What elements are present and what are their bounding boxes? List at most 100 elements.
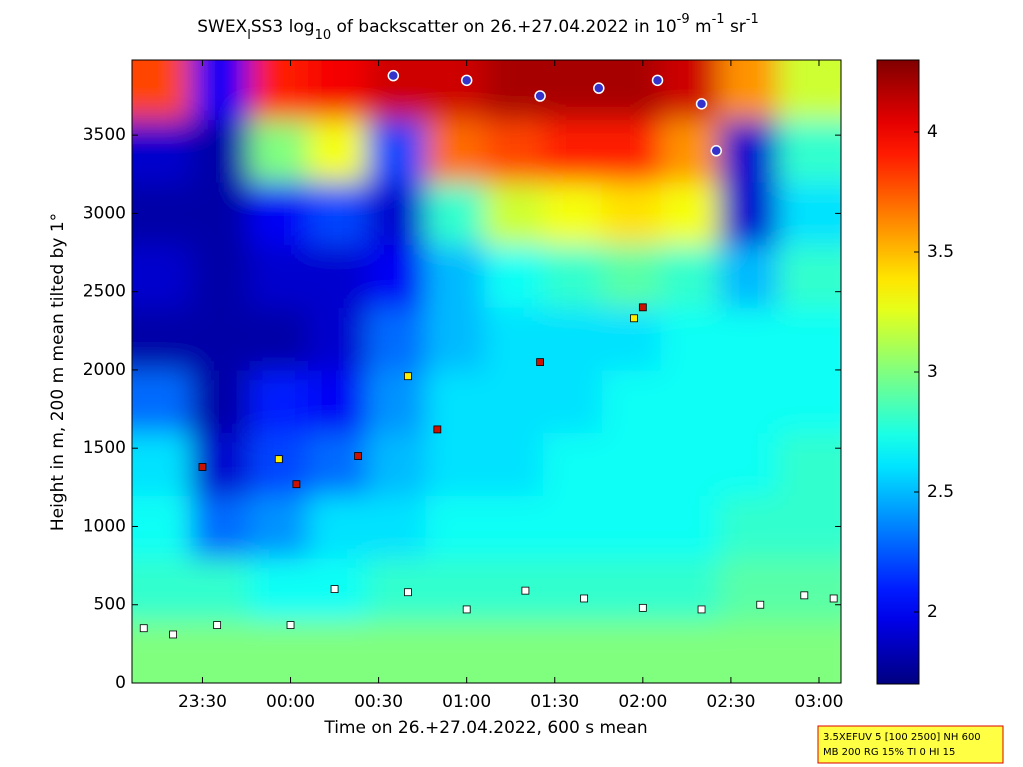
heatmap-cell: [601, 620, 661, 683]
heatmap-cell: [190, 495, 250, 559]
heatmap-cell: [308, 369, 368, 434]
heatmap-cell: [543, 307, 603, 371]
heatmap-cell: [777, 60, 841, 120]
title-part: of backscatter on 26.+27.04.2022 in 10: [331, 17, 677, 37]
heatmap-cell: [777, 495, 841, 559]
heatmap-cell: [366, 369, 427, 434]
heatmap-cell: [132, 182, 192, 246]
title-part: SS3 log: [251, 17, 315, 37]
heatmap-cell: [543, 557, 603, 621]
colorbar-tick-label: 4: [927, 122, 938, 142]
heatmap-cell: [719, 60, 779, 120]
x-axis-label: Time on 26.+27.04.2022, 600 s mean: [323, 718, 647, 738]
heatmap-cell: [484, 495, 544, 559]
heatmap-cell: [719, 119, 779, 183]
heatmap-cell: [366, 557, 427, 621]
heatmap-cell: [249, 60, 309, 120]
heatmap-cell: [425, 119, 485, 183]
heatmap-cell: [425, 60, 485, 120]
heatmap-cell: [366, 182, 427, 246]
heatmap-cell: [484, 432, 544, 496]
colorbar-tick-label: 2: [927, 602, 938, 622]
heatmap-cell: [190, 307, 250, 371]
marker: [169, 630, 178, 639]
title-part: -9: [677, 12, 690, 27]
y-tick-label: 500: [94, 595, 126, 615]
axes: 0 500 1000 1500 2000 2500 3000 3500 23:30 00:00 00…: [83, 60, 954, 712]
heatmap: [132, 60, 841, 683]
heatmap-cell: [366, 244, 427, 308]
y-tick-label: 0: [115, 673, 126, 693]
x-tick-label: 23:30: [178, 692, 227, 712]
heatmap-cell: [484, 244, 544, 308]
heatmap-cell: [543, 244, 603, 308]
heatmap-cell: [132, 244, 192, 308]
heatmap-cell: [777, 369, 841, 434]
heatmap-cell: [132, 557, 192, 621]
heatmap-cell: [190, 557, 250, 621]
heatmap-cell: [308, 182, 368, 246]
colorbar-tick-label: 3.5: [927, 242, 954, 262]
heatmap-cell: [308, 60, 368, 120]
heatmap-cell: [660, 119, 720, 183]
heatmap-cell: [425, 557, 485, 621]
marker: [697, 605, 706, 614]
heatmap-cell: [660, 60, 720, 120]
marker: [536, 358, 544, 367]
heatmap-cell: [425, 620, 485, 683]
heatmap-cell: [660, 182, 720, 246]
heatmap-cell: [425, 182, 485, 246]
y-tick-label: 3000: [83, 203, 126, 223]
marker: [404, 588, 412, 597]
marker: [580, 594, 589, 603]
heatmap-cell: [601, 119, 661, 183]
heatmap-cell: [308, 432, 368, 496]
heatmap-cell: [543, 432, 603, 496]
heatmap-cell: [484, 307, 544, 371]
heatmap-cell: [543, 182, 603, 246]
heatmap-cell: [719, 557, 779, 621]
heatmap-cell: [132, 369, 192, 434]
heatmap-cell: [484, 182, 544, 246]
heatmap-cell: [308, 307, 368, 371]
heatmap-cell: [308, 495, 368, 559]
heatmap-cell: [601, 244, 661, 308]
heatmap-cell: [366, 495, 427, 559]
marker: [534, 90, 546, 102]
heatmap-cell: [425, 495, 485, 559]
heatmap-cell: [601, 557, 661, 621]
heatmap-cell: [190, 60, 250, 120]
heatmap-cell: [132, 119, 192, 183]
heatmap-cell: [719, 182, 779, 246]
heatmap-cell: [719, 244, 779, 308]
heatmap-cell: [484, 60, 544, 120]
heatmap-cell: [660, 557, 720, 621]
x-tick-label: 00:30: [354, 692, 403, 712]
marker: [274, 455, 283, 464]
heatmap-cell: [190, 620, 250, 683]
marker: [638, 303, 647, 312]
y-axis-label: Height in m, 200 m mean tilted by 1°: [48, 213, 68, 531]
marker: [638, 603, 647, 612]
heatmap-cell: [190, 244, 250, 308]
heatmap-cell: [308, 119, 368, 183]
marker: [460, 74, 473, 87]
heatmap-cell: [190, 182, 250, 246]
marker: [630, 314, 638, 323]
colorbar-tick-label: 3: [927, 362, 938, 382]
heatmap-cell: [719, 495, 779, 559]
marker: [593, 82, 605, 94]
heatmap-cell: [308, 244, 368, 308]
marker: [139, 624, 148, 633]
heatmap-cell: [660, 369, 720, 434]
heatmap-cell: [249, 119, 309, 183]
marker: [829, 594, 838, 603]
heatmap-cell: [132, 307, 192, 371]
chart-title: SWEXlSS3 log10 of backscatter on 26.+27.…: [197, 12, 759, 43]
heatmap-cell: [601, 182, 661, 246]
title-part: SWEX: [197, 17, 247, 37]
heatmap-cell: [366, 620, 427, 683]
colorbar-tick-label: 2.5: [927, 482, 954, 502]
heatmap-cell: [660, 244, 720, 308]
